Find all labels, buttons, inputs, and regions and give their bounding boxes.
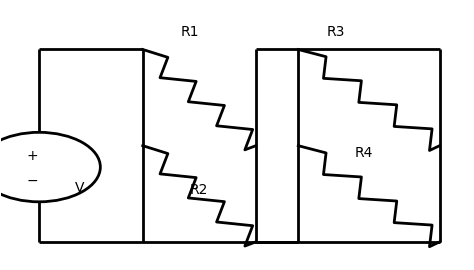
Text: +: + [26, 149, 38, 163]
Text: R1: R1 [181, 25, 199, 39]
Text: V: V [74, 181, 84, 195]
Text: R2: R2 [190, 183, 209, 197]
Text: −: − [26, 173, 38, 187]
Text: R4: R4 [355, 146, 373, 160]
Text: R3: R3 [327, 25, 345, 39]
